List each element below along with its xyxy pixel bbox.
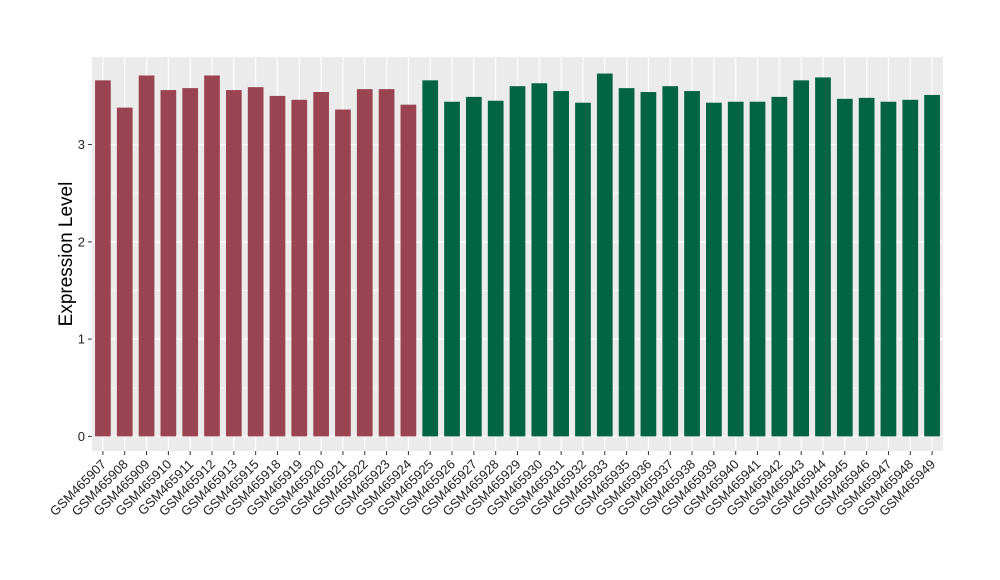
- bar: [727, 101, 744, 437]
- bar: [269, 95, 286, 437]
- bar: [487, 100, 504, 437]
- bar: [596, 73, 613, 437]
- y-tick-label: 1: [78, 332, 85, 347]
- bar: [509, 86, 526, 437]
- bar: [466, 96, 482, 437]
- bar: [400, 104, 417, 437]
- bar: [138, 75, 155, 437]
- bar: [880, 101, 897, 437]
- bar: [160, 90, 177, 437]
- y-tick-label: 3: [78, 137, 85, 152]
- bar: [313, 92, 329, 437]
- bar: [225, 90, 242, 437]
- bar: [836, 98, 853, 437]
- bar: [924, 94, 940, 437]
- bar: [531, 83, 548, 437]
- bar: [204, 75, 220, 437]
- bar: [640, 92, 657, 437]
- bar: [858, 97, 875, 437]
- y-axis-title: Expression Level: [56, 182, 77, 327]
- bar: [422, 80, 439, 437]
- bar: [684, 91, 700, 437]
- bar: [793, 80, 810, 437]
- bar: [662, 86, 679, 437]
- bar: [771, 96, 788, 437]
- bar: [335, 109, 351, 437]
- bar: [749, 101, 766, 437]
- bar: [553, 91, 569, 437]
- bar: [116, 107, 133, 437]
- bar: [378, 89, 395, 437]
- bars: [95, 73, 940, 437]
- y-tick-label: 0: [78, 429, 85, 444]
- bar: [618, 88, 635, 437]
- bar: [356, 89, 373, 437]
- bar: [247, 87, 264, 437]
- bar: [291, 99, 308, 437]
- bar: [575, 102, 591, 437]
- bar: [902, 99, 919, 437]
- bar: [182, 88, 199, 437]
- y-axis: 0 1 2 3: [78, 137, 92, 444]
- bar: [815, 77, 831, 437]
- bar: [706, 102, 722, 437]
- bar: [95, 80, 111, 437]
- y-tick-label: 2: [78, 234, 85, 249]
- bar: [444, 101, 460, 437]
- x-axis: GSM465907GSM465908GSM465909GSM465910GSM4…: [47, 451, 938, 519]
